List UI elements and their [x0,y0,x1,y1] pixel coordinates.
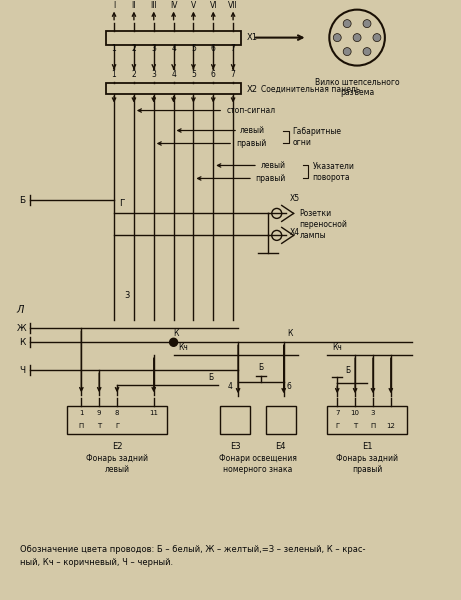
Text: Габаритные
огни: Габаритные огни [293,127,342,147]
Text: Т: Т [97,423,101,429]
Text: VII: VII [228,1,238,10]
Text: 1: 1 [112,44,117,53]
Text: 6: 6 [211,70,216,79]
Circle shape [329,10,385,65]
Text: 4: 4 [228,382,232,391]
Text: Б: Б [208,373,213,382]
Text: К: К [174,329,179,338]
Text: Соединительная панель: Соединительная панель [261,85,360,94]
Text: 5: 5 [191,44,196,53]
Text: 1: 1 [79,410,83,416]
Text: 7: 7 [335,410,339,416]
Text: Ч: Ч [19,366,25,375]
Circle shape [333,34,341,41]
Text: Г: Г [115,423,119,429]
Text: Обозначение цвета проводов: Б – белый, Ж – желтый,=З – зеленый, К – крас-: Обозначение цвета проводов: Б – белый, Ж… [20,545,365,554]
Text: 4: 4 [171,44,176,53]
Text: E4: E4 [276,442,286,451]
Text: ный, Кч – коричневый, Ч – черный.: ный, Кч – коричневый, Ч – черный. [20,558,173,567]
Text: правый: правый [236,139,266,148]
Text: левый: левый [261,161,286,170]
Text: Л: Л [16,305,24,316]
Text: Г: Г [119,199,124,208]
Circle shape [363,20,371,28]
Circle shape [343,47,351,56]
Text: 6: 6 [211,44,216,53]
Text: 3: 3 [371,410,375,416]
Text: 5: 5 [191,70,196,79]
Text: Б: Б [345,366,350,375]
Text: E2: E2 [112,442,122,451]
Text: Б: Б [258,363,263,372]
Text: I: I [113,1,115,10]
Text: Розетки
переносной
лампы: Розетки переносной лампы [300,209,348,240]
Text: E1: E1 [362,442,372,451]
Text: левый: левый [240,126,265,135]
Text: III: III [150,1,157,10]
Circle shape [373,34,381,41]
Text: X1: X1 [247,33,258,42]
Text: E3: E3 [230,442,240,451]
Text: 3: 3 [124,291,130,300]
Text: Указатели
поворота: Указатели поворота [313,162,355,182]
Text: 6: 6 [286,382,291,391]
Text: 7: 7 [230,44,236,53]
Text: 7: 7 [230,70,236,79]
Text: Фонари освещения
номерного знака: Фонари освещения номерного знака [219,454,297,474]
Text: К: К [288,329,293,338]
Text: X4: X4 [290,229,300,238]
Bar [266,406,296,434]
Text: П: П [370,423,376,429]
Text: 3: 3 [151,70,156,79]
Text: 8: 8 [115,410,119,416]
Circle shape [343,20,351,28]
Text: Кч: Кч [332,343,342,352]
Text: Г: Г [335,423,339,429]
Text: Фонарь задний
правый: Фонарь задний правый [336,454,398,474]
Text: II: II [132,1,136,10]
Text: стоп-сигнал: стоп-сигнал [226,106,275,115]
Text: Б: Б [19,196,25,205]
Text: Фонарь задний
левый: Фонарь задний левый [86,454,148,474]
Text: Ж: Ж [17,324,27,333]
Text: К: К [18,338,25,347]
Text: VI: VI [209,1,217,10]
Text: 11: 11 [149,410,158,416]
Bar [220,406,250,434]
Circle shape [170,338,177,346]
Text: V: V [191,1,196,10]
Circle shape [363,47,371,56]
Text: 3: 3 [151,44,156,53]
Circle shape [353,34,361,41]
Bar [106,31,241,44]
Text: 1: 1 [112,70,117,79]
Text: 10: 10 [351,410,360,416]
Text: 9: 9 [97,410,101,416]
Text: Кч: Кч [178,343,189,352]
Bar [106,83,241,94]
Text: IV: IV [170,1,177,10]
Text: правый: правый [255,174,285,183]
Text: Вилко штепсельного
разъема: Вилко штепсельного разъема [315,77,399,97]
Text: 12: 12 [386,423,395,429]
Bar [67,406,166,434]
Text: X5: X5 [290,194,300,203]
Text: 4: 4 [171,70,176,79]
Text: 2: 2 [131,44,136,53]
Text: Т: Т [353,423,357,429]
Text: X2: X2 [247,85,258,94]
Bar [327,406,407,434]
Text: П: П [79,423,84,429]
Text: 2: 2 [131,70,136,79]
